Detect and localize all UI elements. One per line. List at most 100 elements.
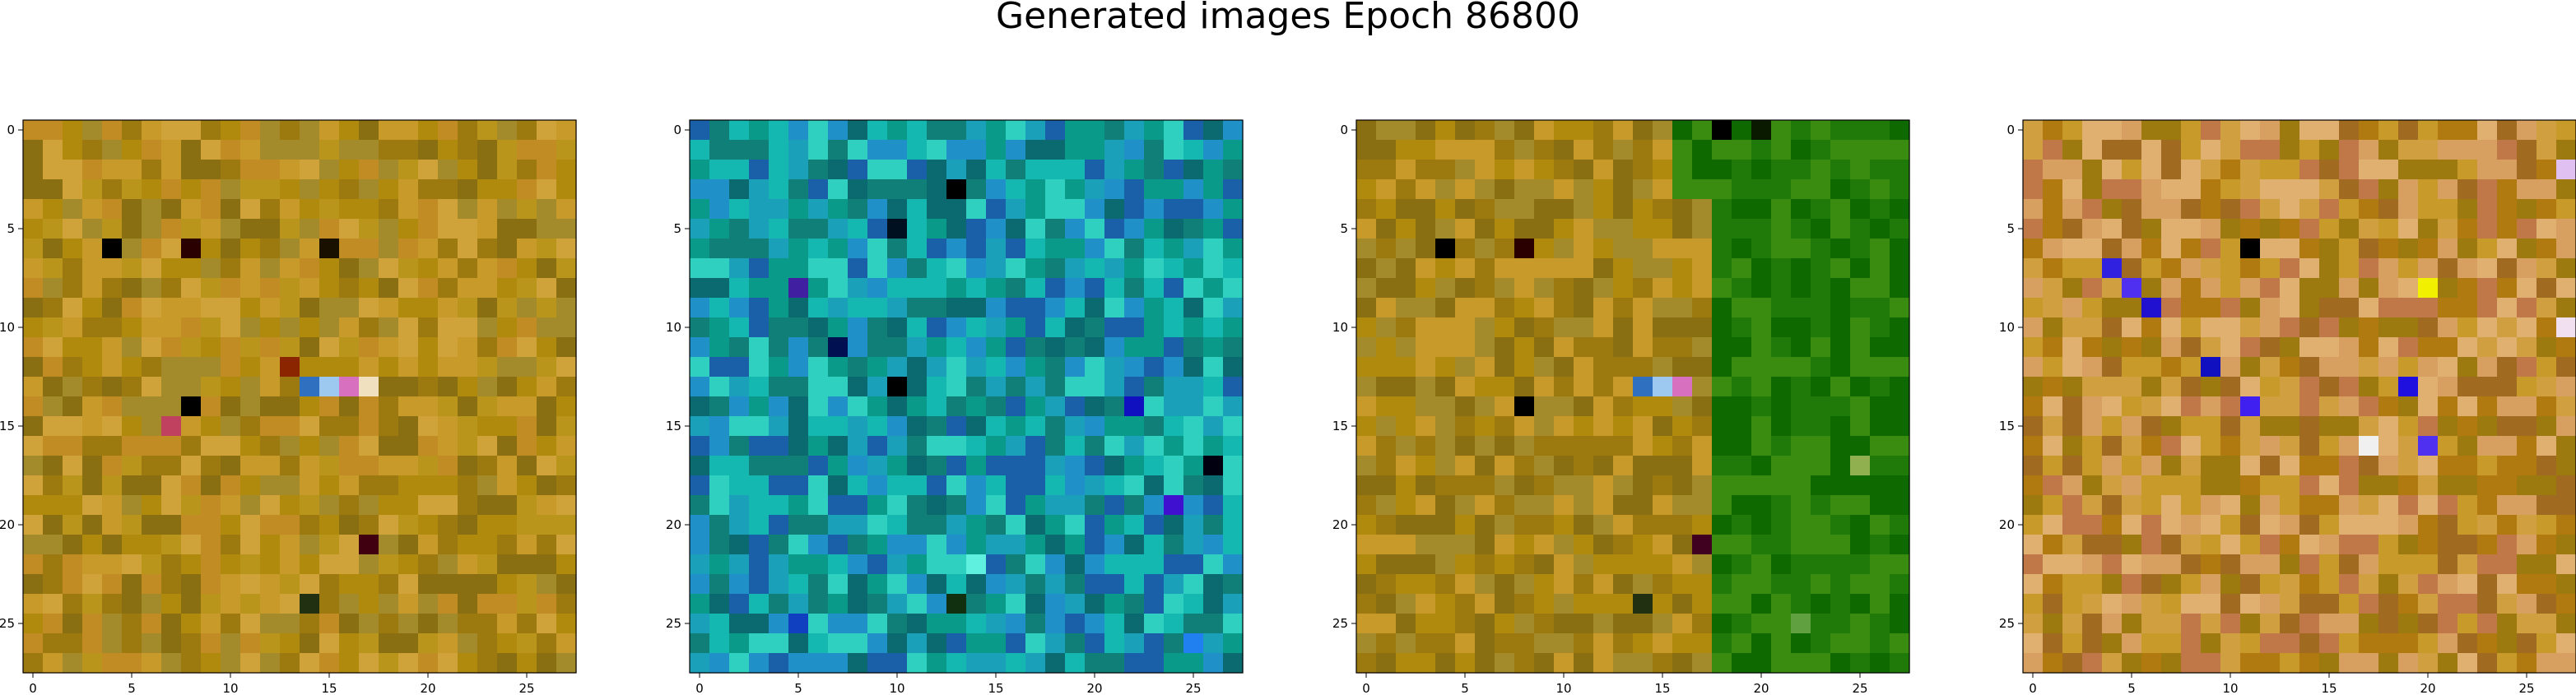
heatmap-cell <box>848 614 868 634</box>
heatmap-cell <box>848 298 868 318</box>
heatmap-cell <box>339 337 360 358</box>
heatmap-cell <box>1006 377 1026 397</box>
heatmap-cell <box>82 515 103 535</box>
heatmap-cell <box>1593 219 1614 239</box>
heatmap-cell <box>438 239 458 259</box>
heatmap-cell <box>709 160 730 180</box>
heatmap-cell <box>2260 396 2281 417</box>
heatmap-cell <box>1104 199 1125 220</box>
heatmap-cell <box>690 614 710 634</box>
heatmap-cell <box>2378 160 2399 180</box>
heatmap-cell <box>1475 495 1495 516</box>
heatmap-cell <box>142 298 162 318</box>
heatmap-cell <box>1830 377 1851 397</box>
heatmap-cell <box>2043 594 2063 614</box>
heatmap-cell <box>986 594 1007 614</box>
heatmap-cell <box>458 219 478 239</box>
heatmap-cell <box>260 199 281 220</box>
heatmap-cell <box>1065 278 1086 299</box>
heatmap-cell <box>23 239 44 259</box>
heatmap-cell <box>556 377 577 397</box>
heatmap-cell <box>339 396 360 417</box>
heatmap-cell <box>517 298 537 318</box>
heatmap-cell <box>1771 317 1792 338</box>
heatmap-cell <box>709 436 730 456</box>
heatmap-cell <box>142 377 162 397</box>
heatmap-cell <box>907 436 928 456</box>
heatmap-cell <box>82 120 103 141</box>
heatmap-cell <box>2418 495 2439 516</box>
heatmap-cell <box>729 239 750 259</box>
heatmap-cell <box>23 495 44 516</box>
heatmap-cell <box>63 574 83 595</box>
heatmap-cell <box>379 140 399 160</box>
heatmap-cell <box>986 317 1007 338</box>
heatmap-cell <box>379 120 399 141</box>
heatmap-cell <box>2141 160 2162 180</box>
heatmap-cell <box>1574 653 1594 674</box>
heatmap-cell <box>946 120 967 141</box>
heatmap-cell <box>946 515 967 535</box>
heatmap-cell <box>1144 219 1165 239</box>
heatmap-cell <box>729 574 750 595</box>
heatmap-cell <box>300 436 320 456</box>
heatmap-cell <box>2299 377 2320 397</box>
heatmap-cell <box>359 535 379 555</box>
heatmap-cell <box>221 278 241 299</box>
heatmap-cell <box>1593 317 1614 338</box>
heatmap-cell <box>339 554 360 575</box>
heatmap-cell <box>1771 436 1792 456</box>
heatmap-cell <box>709 653 730 674</box>
heatmap-cell <box>1025 396 1046 417</box>
heatmap-cell <box>1144 495 1165 516</box>
heatmap-cell <box>142 554 162 575</box>
heatmap-cell <box>749 456 770 476</box>
heatmap-cell <box>2220 554 2241 575</box>
heatmap-cell <box>1356 337 1377 358</box>
heatmap-cell <box>1475 475 1495 496</box>
heatmap-cell <box>1534 574 1555 595</box>
heatmap-cell <box>398 337 419 358</box>
heatmap-cell <box>43 317 63 338</box>
heatmap-cell <box>1534 475 1555 496</box>
heatmap-cell <box>458 258 478 279</box>
heatmap-cell <box>1396 633 1416 654</box>
heatmap-cell <box>240 456 261 476</box>
heatmap-cell <box>1376 239 1397 259</box>
heatmap-cell <box>1183 317 1204 338</box>
heatmap-cell <box>339 653 360 674</box>
heatmap-cell <box>1045 140 1066 160</box>
heatmap-cell <box>1732 258 1752 279</box>
heatmap-cell <box>2359 179 2379 200</box>
heatmap-cell <box>1672 594 1693 614</box>
heatmap-cell <box>867 554 888 575</box>
heatmap-cell <box>946 160 967 180</box>
heatmap-cell <box>556 199 577 220</box>
heatmap-cell <box>339 436 360 456</box>
heatmap-cell <box>2141 416 2162 437</box>
heatmap-cell <box>1376 219 1397 239</box>
heatmap-cell <box>458 120 478 141</box>
heatmap-cell <box>63 258 83 279</box>
heatmap-cell <box>2457 377 2478 397</box>
heatmap-cell <box>1791 278 1811 299</box>
heatmap-cell <box>1085 337 1105 358</box>
heatmap-cell <box>2043 317 2063 338</box>
heatmap-cell <box>122 594 142 614</box>
heatmap-cell <box>1495 239 1515 259</box>
heatmap-cell <box>1850 436 1871 456</box>
heatmap-cell <box>537 219 557 239</box>
heatmap-cell <box>1811 258 1831 279</box>
heatmap-cell <box>828 377 849 397</box>
heatmap-cell <box>1653 317 1673 338</box>
heatmap-cell <box>2141 179 2162 200</box>
heatmap-cell <box>418 120 439 141</box>
heatmap-cell <box>1672 120 1693 141</box>
heatmap-cell <box>23 317 44 338</box>
heatmap-cell <box>1124 456 1145 476</box>
heatmap-cell <box>181 160 202 180</box>
heatmap-cell <box>1006 653 1026 674</box>
heatmap-cell <box>43 416 63 437</box>
heatmap-cell <box>339 574 360 595</box>
heatmap-cell <box>2220 574 2241 595</box>
